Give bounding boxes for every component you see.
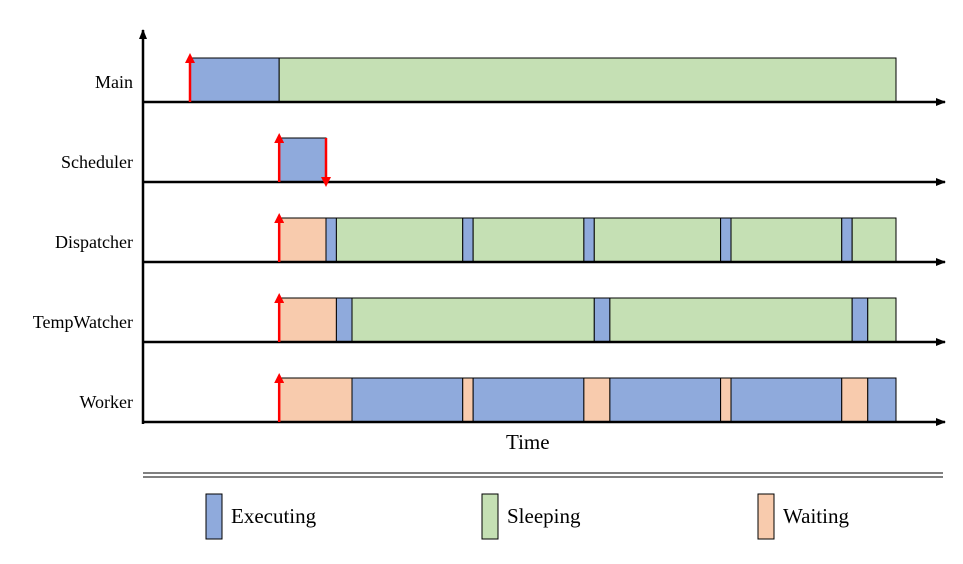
- segment-waiting: [278, 217, 327, 263]
- event-arrows: [185, 53, 331, 422]
- legend-swatch-waiting: [757, 493, 775, 540]
- axes: [139, 29, 946, 426]
- segment-waiting: [841, 377, 869, 423]
- legend-swatch-executing: [205, 493, 223, 540]
- segment-sleeping: [609, 297, 853, 343]
- legend-swatch-sleeping: [481, 493, 499, 540]
- segment-executing: [583, 217, 595, 263]
- segment-sleeping: [867, 297, 897, 343]
- segment-waiting: [278, 377, 353, 423]
- row-label-worker: Worker: [79, 392, 133, 412]
- segment-executing: [841, 217, 853, 263]
- row-label-main: Main: [95, 72, 133, 92]
- row-label-dispatcher: Dispatcher: [55, 232, 133, 252]
- segment-executing: [720, 217, 732, 263]
- segment-executing: [351, 377, 464, 423]
- segment-waiting: [462, 377, 474, 423]
- row-label-tempwatcher: TempWatcher: [32, 312, 133, 332]
- state-segments: [189, 57, 897, 423]
- segment-executing: [593, 297, 611, 343]
- time-axis-label: Time: [506, 430, 550, 454]
- segment-waiting: [583, 377, 611, 423]
- segment-waiting: [278, 297, 337, 343]
- segment-sleeping: [472, 217, 585, 263]
- segment-sleeping: [278, 57, 897, 103]
- segment-executing: [609, 377, 722, 423]
- segment-executing: [335, 297, 353, 343]
- segment-executing: [325, 217, 337, 263]
- segment-executing: [851, 297, 869, 343]
- row-label-scheduler: Scheduler: [61, 152, 133, 172]
- legend-label-executing: Executing: [231, 504, 317, 528]
- segment-sleeping: [351, 297, 595, 343]
- segment-executing: [278, 137, 327, 183]
- segment-sleeping: [335, 217, 464, 263]
- segment-executing: [730, 377, 843, 423]
- segment-executing: [462, 217, 474, 263]
- legend-label-sleeping: Sleeping: [507, 504, 581, 528]
- legend: [143, 472, 943, 540]
- segment-sleeping: [593, 217, 722, 263]
- segment-executing: [472, 377, 585, 423]
- segment-sleeping: [851, 217, 897, 263]
- segment-executing: [189, 57, 280, 103]
- segment-waiting: [720, 377, 732, 423]
- legend-label-waiting: Waiting: [783, 504, 849, 528]
- segment-sleeping: [730, 217, 843, 263]
- segment-executing: [867, 377, 897, 423]
